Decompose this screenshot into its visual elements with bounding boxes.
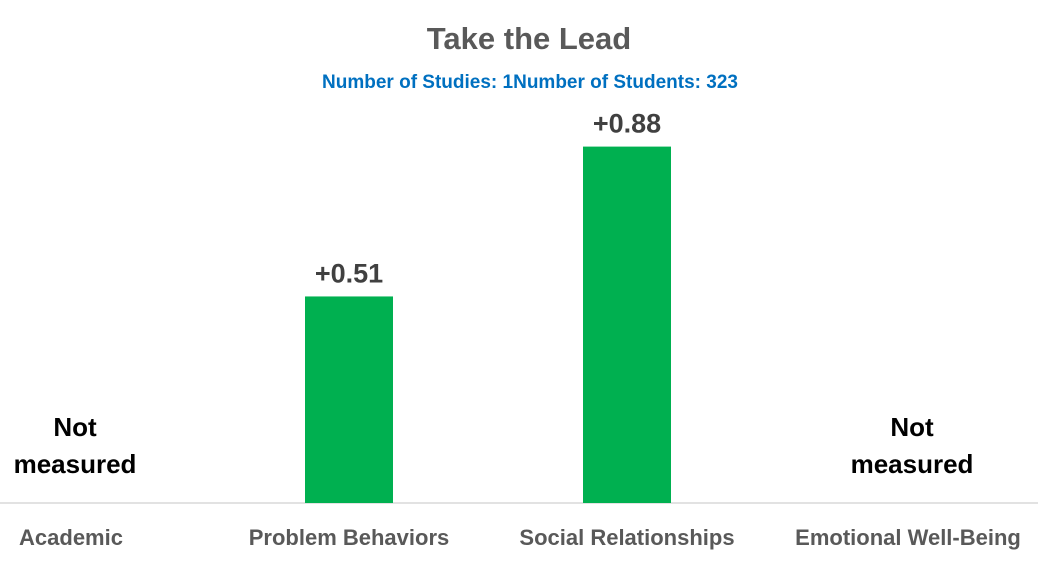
bar-problem-behaviors — [305, 296, 393, 503]
chart-subtitle: Number of Studies: 1Number of Students: … — [322, 72, 738, 93]
not-measured-line2-emotional-well-being: measured — [851, 449, 974, 479]
subtitle-studies: Number of Studies: 1 — [322, 72, 514, 93]
chart-title: Take the Lead — [427, 21, 631, 56]
chart-marks: Not measured Academic +0.51 Problem Behavior… — [14, 109, 1021, 550]
not-measured-line1-emotional-well-being: Not — [890, 412, 934, 442]
category-label-social-relationships: Social Relationships — [519, 525, 734, 550]
subtitle-students: Number of Students: 323 — [513, 72, 738, 93]
category-label-academic: Academic — [19, 525, 123, 550]
not-measured-line1-academic: Not — [53, 412, 97, 442]
not-measured-line2-academic: measured — [14, 449, 137, 479]
bar-social-relationships — [583, 146, 671, 503]
category-label-problem-behaviors: Problem Behaviors — [249, 525, 450, 550]
category-label-emotional-well-being: Emotional Well-Being — [795, 525, 1021, 550]
data-label-problem-behaviors: +0.51 — [315, 258, 383, 288]
data-label-social-relationships: +0.88 — [593, 109, 661, 139]
